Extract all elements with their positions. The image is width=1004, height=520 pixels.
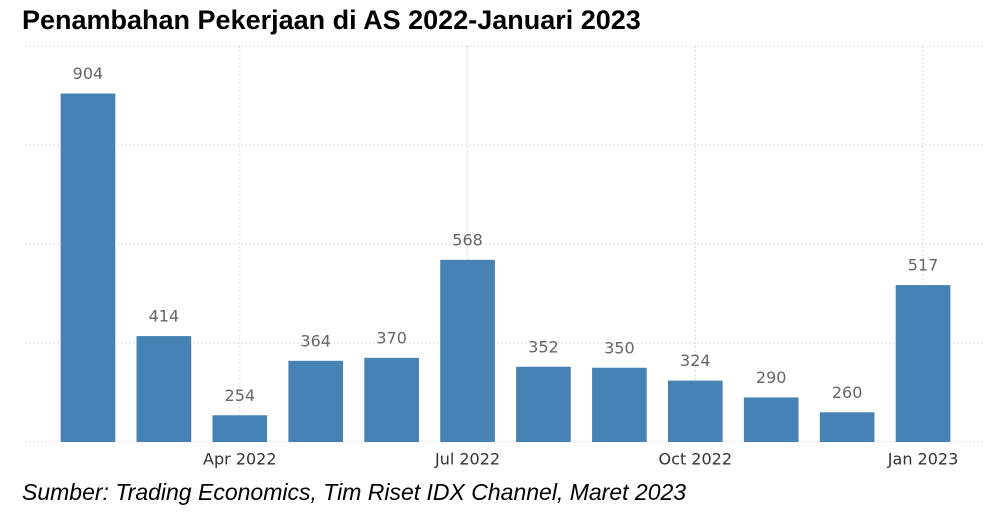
value-label: 568: [452, 230, 483, 249]
value-label: 324: [680, 351, 711, 370]
bar: [819, 412, 875, 442]
value-label: 364: [300, 331, 331, 350]
bar: [136, 336, 192, 442]
bar: [743, 397, 799, 442]
value-label: 350: [604, 338, 635, 357]
value-label: 904: [73, 64, 104, 83]
bar: [592, 367, 647, 442]
bar: [60, 93, 116, 443]
x-tick-label: Oct 2022: [659, 450, 732, 469]
value-label: 370: [376, 328, 407, 347]
value-label: 254: [225, 386, 256, 405]
chart-title: Penambahan Pekerjaan di AS 2022-Januari …: [22, 5, 641, 35]
bar: [288, 360, 344, 442]
x-tick-label: Jan 2023: [887, 450, 958, 469]
value-label: 517: [908, 256, 939, 275]
value-label: 414: [149, 307, 180, 326]
value-label: 352: [528, 337, 559, 356]
x-tick-label: Jul 2022: [434, 450, 500, 469]
x-tick-label: Apr 2022: [203, 450, 276, 469]
value-label: 290: [756, 368, 787, 387]
bar: [895, 285, 951, 442]
bar: [364, 357, 419, 442]
bar: [212, 415, 268, 442]
source-note: Sumber: Trading Economics, Tim Riset IDX…: [22, 479, 686, 505]
bar: [516, 366, 571, 442]
bar: [440, 259, 495, 442]
bar: [667, 380, 723, 442]
value-label: 260: [832, 383, 863, 402]
